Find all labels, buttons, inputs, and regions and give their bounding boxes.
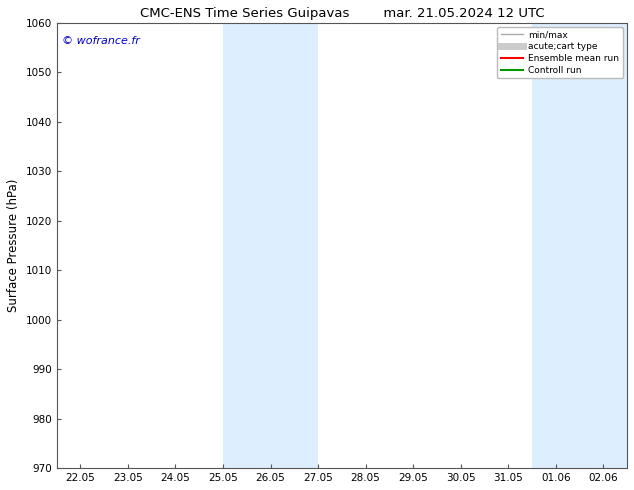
Bar xyxy=(532,23,627,468)
Title: CMC-ENS Time Series Guipavas        mar. 21.05.2024 12 UTC: CMC-ENS Time Series Guipavas mar. 21.05.… xyxy=(139,7,544,20)
Y-axis label: Surface Pressure (hPa): Surface Pressure (hPa) xyxy=(7,179,20,312)
Bar xyxy=(223,23,318,468)
Legend: min/max, acute;cart type, Ensemble mean run, Controll run: min/max, acute;cart type, Ensemble mean … xyxy=(497,27,623,78)
Text: © wofrance.fr: © wofrance.fr xyxy=(62,36,140,46)
